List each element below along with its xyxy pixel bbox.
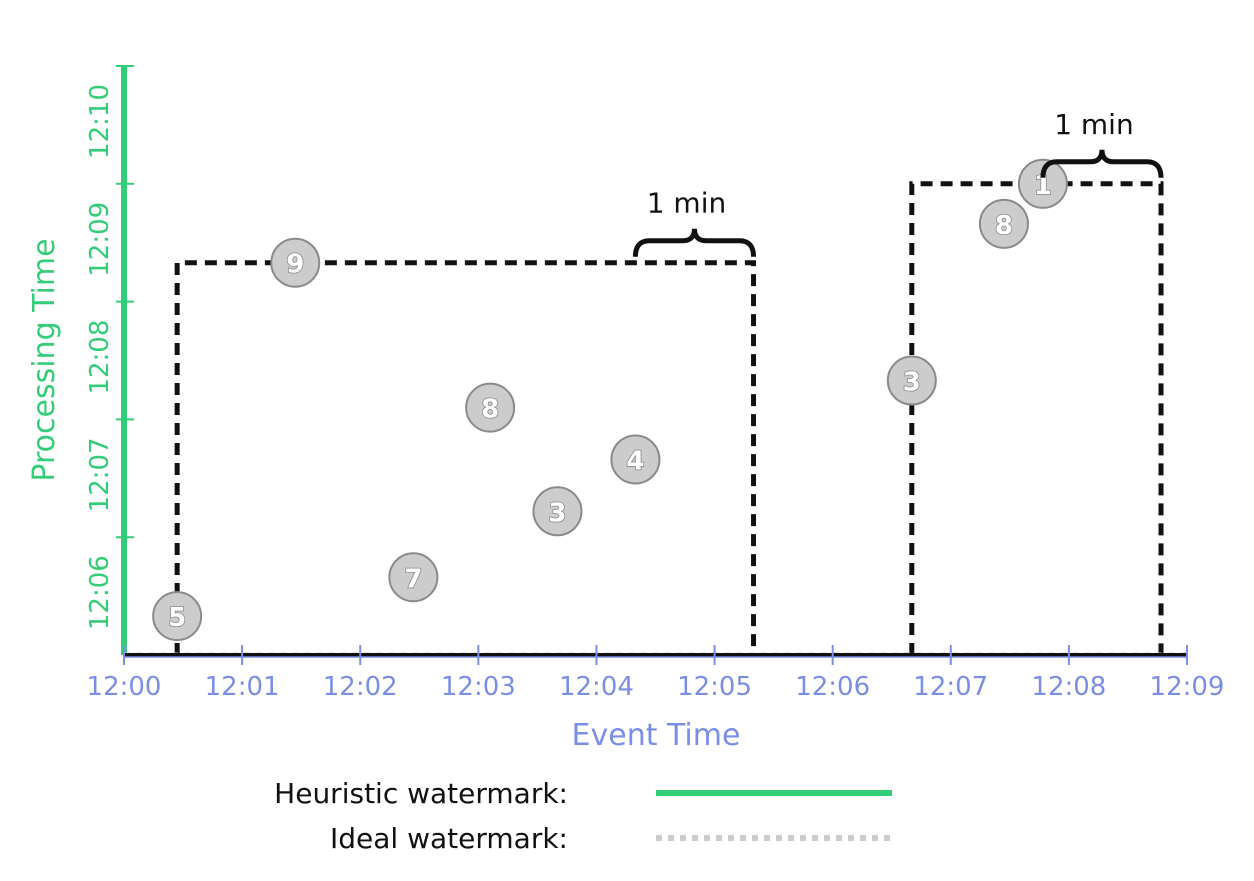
data-point-label: 3: [903, 368, 921, 398]
data-point-marker: [978, 198, 1029, 249]
annotations-layer: 1 min 1 min: [632, 108, 1164, 257]
x-tick-label: 12:09: [1150, 672, 1225, 702]
data-point: 8: [465, 382, 516, 433]
x-tick-label: 12:04: [559, 672, 634, 702]
data-point-label: 5: [168, 603, 186, 633]
data-point-label: 9: [286, 250, 304, 280]
duration-label-1: 1 min: [647, 187, 727, 220]
data-point-marker: [152, 591, 203, 642]
data-point-marker: [388, 552, 439, 603]
data-point: 3: [532, 486, 583, 537]
data-point: 4: [610, 434, 661, 485]
data-point: 7: [388, 552, 439, 603]
x-tick-label: 12:00: [87, 672, 162, 702]
data-point-label: 8: [995, 211, 1013, 241]
data-point: 8: [978, 198, 1029, 249]
window-2: [909, 181, 1164, 655]
y-tick-label: 12:08: [85, 320, 115, 395]
duration-brace-2: [1040, 149, 1164, 178]
x-axis-title: Event Time: [572, 718, 741, 753]
x-tick-label: 12:05: [677, 672, 752, 702]
data-point-label: 7: [404, 564, 422, 594]
data-point: 3: [886, 355, 937, 406]
data-point-label: 1: [1034, 171, 1052, 201]
data-point-marker: [610, 434, 661, 485]
data-point-label: 4: [626, 446, 644, 476]
x-tick-label: 12:07: [913, 672, 988, 702]
data-point-marker: [1017, 158, 1068, 209]
window-1: [174, 260, 757, 655]
y-axis-title: Processing Time: [27, 238, 62, 481]
y-tick-label: 12:10: [85, 84, 115, 159]
x-tick-label: 12:02: [323, 672, 398, 702]
data-point-marker: [886, 355, 937, 406]
data-point-marker: [270, 237, 321, 288]
data-point: 5: [152, 591, 203, 642]
y-tick-label: 12:09: [85, 202, 115, 277]
data-point: 1: [1017, 158, 1068, 209]
legend-item-2: Ideal watermark:: [330, 822, 892, 855]
legend-label: Heuristic watermark:: [274, 777, 568, 810]
legend: Heuristic watermark: Ideal watermark:: [274, 777, 892, 855]
data-point-label: 8: [481, 395, 499, 425]
duration-brace-1: [632, 228, 757, 257]
data-point-marker: [465, 382, 516, 433]
x-tick-label: 12:06: [795, 672, 870, 702]
legend-item-1: Heuristic watermark:: [274, 777, 892, 810]
y-tick-label: 12:06: [85, 555, 115, 630]
data-point-label: 3: [548, 498, 566, 528]
data-point-marker: [532, 486, 583, 537]
y-tick-label: 12:07: [85, 437, 115, 512]
duration-label-2: 1 min: [1054, 108, 1134, 141]
x-tick-label: 12:03: [441, 672, 516, 702]
legend-label: Ideal watermark:: [330, 822, 568, 855]
watermark-layer: [121, 66, 1187, 658]
x-tick-label: 12:01: [205, 672, 280, 702]
axes-layer: 12:00 12:01 12:02 12:03 12:04 12:05 12:06 12:07…: [85, 65, 1225, 702]
x-tick-label: 12:08: [1031, 672, 1106, 702]
data-point: 9: [270, 237, 321, 288]
windows-layer: [174, 181, 1164, 655]
